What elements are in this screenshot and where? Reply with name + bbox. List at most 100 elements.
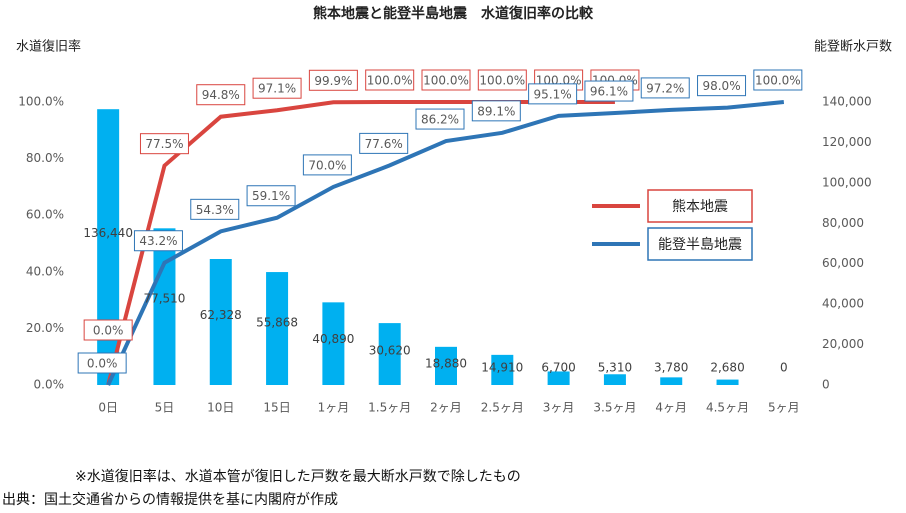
data-label: 96.1% <box>590 85 628 99</box>
legend-box <box>647 227 753 261</box>
data-label-box <box>359 132 409 154</box>
bar <box>603 374 626 385</box>
bar-label: 3,780 <box>654 361 688 375</box>
data-label: 77.5% <box>145 137 183 151</box>
x-tick-label: 4ヶ月 <box>655 401 687 415</box>
x-tick-label: 4.5ヶ月 <box>706 401 749 415</box>
data-label: 100.0% <box>423 74 469 88</box>
y2-tick-label: 20,000 <box>822 337 864 351</box>
y2-axis-label: 能登断水戸数 <box>814 40 892 55</box>
x-tick-label: 15日 <box>263 401 290 415</box>
data-label: 0.0% <box>87 357 118 371</box>
x-tick-label: 1ヶ月 <box>318 401 350 415</box>
y-axis-label: 水道復旧率 <box>16 39 81 55</box>
x-tick-label: 0日 <box>98 401 118 415</box>
bar <box>266 272 289 385</box>
legend-box <box>647 189 753 223</box>
data-label: 89.1% <box>477 104 515 118</box>
data-label-box <box>77 352 127 374</box>
x-tick-label: 10日 <box>207 401 234 415</box>
bar-label: 62,328 <box>200 308 242 322</box>
y2-tick-label: 100,000 <box>822 175 872 189</box>
data-label: 86.2% <box>421 113 459 127</box>
data-label-box <box>477 69 527 91</box>
x-tick-label: 3.5ヶ月 <box>593 401 636 415</box>
data-label-box <box>584 80 634 102</box>
data-label: 98.0% <box>702 79 740 93</box>
data-label: 94.8% <box>202 88 240 102</box>
y-tick-label: 20.0% <box>26 321 64 335</box>
data-label: 100.0% <box>479 74 525 88</box>
bar-label: 14,910 <box>481 361 523 375</box>
y2-tick-label: 0 <box>822 378 830 392</box>
data-label-box <box>196 84 246 106</box>
bar <box>97 109 120 385</box>
bar-label: 77,510 <box>143 291 185 305</box>
data-label-box <box>308 69 358 91</box>
data-label-box <box>133 230 183 252</box>
x-tick-label: 5日 <box>155 401 175 415</box>
data-label: 70.0% <box>308 158 346 172</box>
bar-label: 6,700 <box>541 361 575 375</box>
bar <box>209 259 232 385</box>
data-label-box <box>365 69 415 91</box>
bar <box>716 379 739 385</box>
data-label: 99.9% <box>314 74 352 88</box>
bar <box>153 228 176 385</box>
data-label: 97.1% <box>258 82 296 96</box>
data-label: 100.0% <box>755 74 801 88</box>
data-label-box <box>246 185 296 207</box>
data-label: 54.3% <box>196 203 234 217</box>
x-tick-label: 2ヶ月 <box>430 401 462 415</box>
note: ※水道復旧率は、水道本管が復旧した戸数を最大断水戸数で除したもの <box>75 468 521 485</box>
bar <box>547 371 570 385</box>
x-tick-label: 3ヶ月 <box>543 401 575 415</box>
y2-tick-label: 140,000 <box>822 95 872 109</box>
y2-tick-label: 80,000 <box>822 216 864 230</box>
bar <box>322 302 345 385</box>
data-label-box <box>302 154 352 176</box>
data-label-box <box>471 100 521 122</box>
y-tick-label: 40.0% <box>26 264 64 278</box>
x-tick-label: 1.5ヶ月 <box>368 401 411 415</box>
bar <box>660 377 683 385</box>
data-label: 43.2% <box>139 234 177 248</box>
y2-tick-label: 120,000 <box>822 135 872 149</box>
bar-label: 136,440 <box>83 226 133 240</box>
data-label-box <box>190 198 240 220</box>
data-label-box <box>415 108 465 130</box>
y-tick-label: 60.0% <box>26 208 64 222</box>
legend-label: 熊本地震 <box>672 199 728 215</box>
data-label-box <box>640 77 690 99</box>
y-tick-label: 100.0% <box>18 95 64 109</box>
data-label-box <box>421 69 471 91</box>
data-label: 0.0% <box>93 324 124 338</box>
bar-label: 2,680 <box>710 361 744 375</box>
data-label-box <box>697 75 747 97</box>
y-tick-label: 0.0% <box>34 378 65 392</box>
data-label: 59.1% <box>252 189 290 203</box>
y2-tick-label: 40,000 <box>822 297 864 311</box>
data-label: 100.0% <box>367 74 413 88</box>
x-tick-label: 2.5ヶ月 <box>481 401 524 415</box>
bar <box>435 346 457 385</box>
bar-label: 55,868 <box>256 315 298 329</box>
x-tick-label: 5ヶ月 <box>768 401 800 415</box>
y2-tick-label: 60,000 <box>822 256 864 270</box>
data-label-box <box>753 69 803 91</box>
bar-label: 0 <box>780 361 788 375</box>
data-label: 97.2% <box>646 81 684 95</box>
bar-label: 5,310 <box>598 361 632 375</box>
data-label: 95.1% <box>534 87 572 101</box>
legend-label: 能登半島地震 <box>658 237 742 253</box>
data-label-box <box>83 319 133 341</box>
chart-title: 熊本地震と能登半島地震 水道復旧率の比較 <box>313 5 594 22</box>
data-label-box <box>528 83 578 105</box>
data-label-box <box>139 133 189 155</box>
bar-label: 30,620 <box>369 343 411 357</box>
bar-label: 18,880 <box>425 357 467 371</box>
data-label-box <box>252 77 302 99</box>
data-label: 77.6% <box>365 137 403 151</box>
line-1 <box>106 100 785 386</box>
